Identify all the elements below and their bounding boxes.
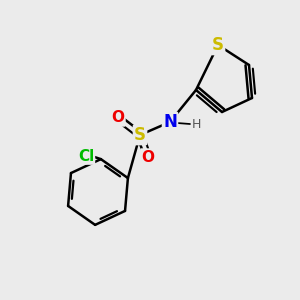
Text: O: O — [112, 110, 124, 125]
Text: S: S — [134, 126, 146, 144]
Text: S: S — [212, 36, 224, 54]
Text: H: H — [192, 118, 201, 130]
Text: O: O — [142, 149, 154, 164]
Text: Cl: Cl — [78, 148, 94, 164]
Text: N: N — [163, 113, 177, 131]
